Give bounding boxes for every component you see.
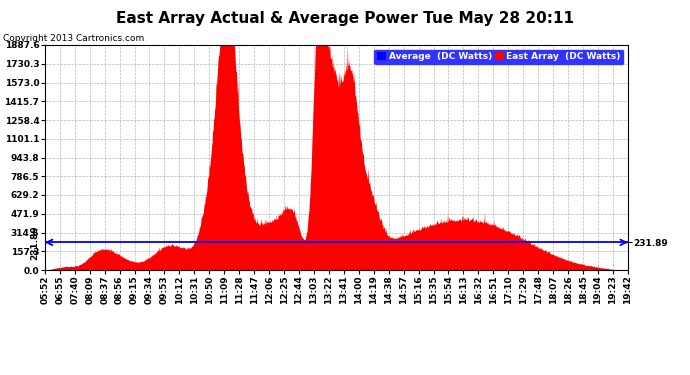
Text: East Array Actual & Average Power Tue May 28 20:11: East Array Actual & Average Power Tue Ma… [116, 11, 574, 26]
Legend: Average  (DC Watts), East Array  (DC Watts): Average (DC Watts), East Array (DC Watts… [374, 50, 623, 64]
Text: Copyright 2013 Cartronics.com: Copyright 2013 Cartronics.com [3, 34, 145, 43]
Text: 231.89: 231.89 [30, 225, 39, 260]
